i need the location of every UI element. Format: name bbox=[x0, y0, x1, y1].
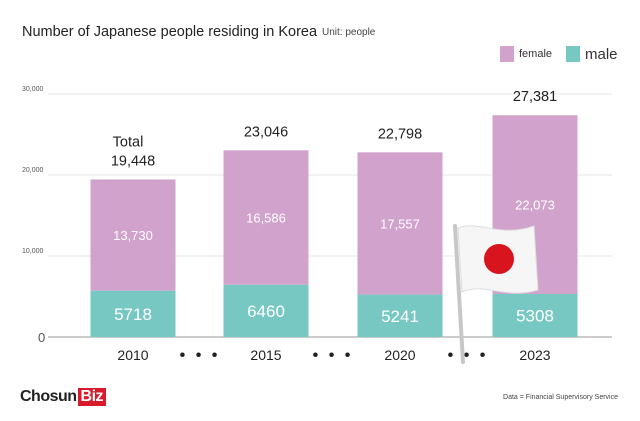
y-tick-label-10000: 10,000 bbox=[22, 248, 44, 255]
legend-female: female bbox=[500, 44, 552, 64]
flag-pole bbox=[453, 224, 465, 364]
total-value-label-2015: 23,046 bbox=[244, 124, 288, 140]
female-value-label-2010: 13,730 bbox=[113, 228, 153, 243]
x-category-label-2023: 2023 bbox=[519, 347, 550, 363]
y-tick-label-20000: 20,000 bbox=[22, 167, 44, 174]
logo-text: Chosun bbox=[20, 388, 77, 405]
chart-title: Number of Japanese people residing in Ko… bbox=[22, 24, 318, 40]
bar-male-2010 bbox=[90, 290, 176, 337]
x-category-label-2010: 2010 bbox=[117, 347, 148, 363]
x-category-label-2015: 2015 bbox=[250, 347, 281, 363]
chosunbiz-logo: Chosun Biz bbox=[20, 388, 107, 406]
total-caption: Total bbox=[113, 134, 144, 150]
legend-female-label: female bbox=[519, 48, 553, 60]
total-value-label-2023: 27,381 bbox=[513, 89, 557, 105]
category-separator-2: • • • bbox=[448, 347, 489, 364]
legend-male-swatch bbox=[566, 46, 580, 62]
legend-female-swatch bbox=[500, 46, 514, 62]
bar-male-2020 bbox=[357, 294, 443, 337]
male-value-label-2010: 5718 bbox=[114, 305, 152, 324]
category-separator-1: • • • bbox=[313, 347, 354, 364]
x-category-label-2020: 2020 bbox=[384, 347, 415, 363]
total-value-label-2020: 22,798 bbox=[378, 126, 422, 142]
legend-male: male bbox=[566, 44, 618, 64]
logo-accent: Biz bbox=[77, 388, 107, 406]
bar-female-2015 bbox=[223, 150, 309, 285]
y-tick-label-0: 0 bbox=[38, 330, 45, 345]
female-value-label-2023: 22,073 bbox=[515, 198, 555, 213]
bar-female-2020 bbox=[357, 152, 443, 295]
bar-male-2023 bbox=[492, 294, 578, 337]
chart-unit: Unit: people bbox=[322, 27, 376, 38]
total-value-label-2010: 19,448 bbox=[111, 153, 155, 169]
category-separator-0: • • • bbox=[180, 347, 221, 364]
bar-male-2015 bbox=[223, 284, 309, 337]
bar-female-2010 bbox=[90, 179, 176, 291]
legend-male-label: male bbox=[585, 45, 618, 63]
y-tick-label-30000: 30,000 bbox=[22, 86, 44, 93]
female-value-label-2015: 16,586 bbox=[246, 211, 286, 226]
male-value-label-2023: 5308 bbox=[516, 307, 554, 326]
flag-sun-disc bbox=[484, 244, 514, 274]
data-source: Data = Financial Supervisory Service bbox=[503, 394, 618, 401]
male-value-label-2020: 5241 bbox=[381, 307, 419, 326]
male-value-label-2015: 6460 bbox=[247, 302, 285, 321]
female-value-label-2020: 17,557 bbox=[380, 216, 420, 231]
